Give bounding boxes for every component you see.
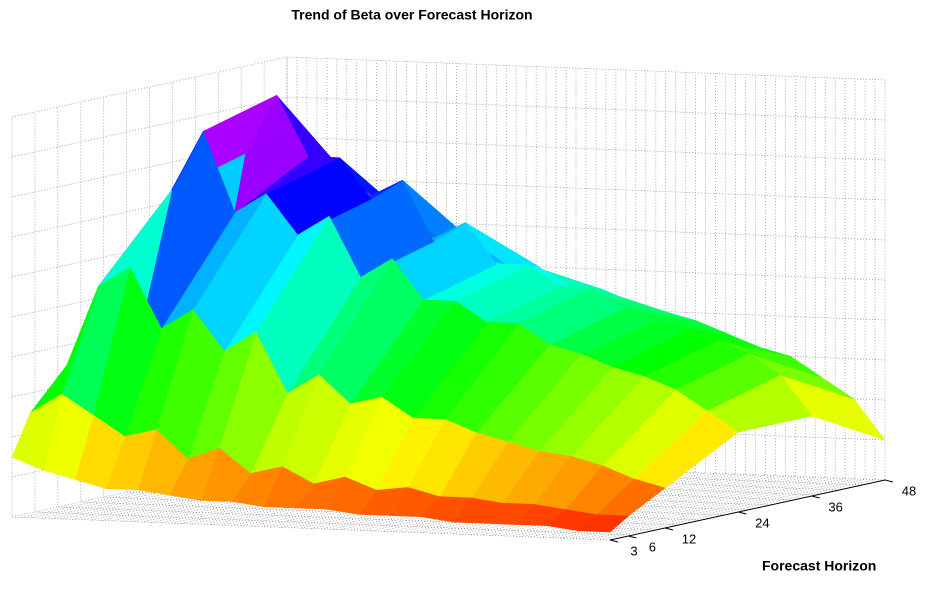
y-tick-label: 24 <box>755 515 769 530</box>
y-tick <box>884 479 894 483</box>
surface-patch <box>11 393 63 471</box>
y-axis-line <box>609 479 886 541</box>
y-tick-label: 12 <box>682 531 696 546</box>
y-axis-label: Forecast Horizon <box>762 558 876 574</box>
y-tick <box>738 511 747 515</box>
y-tick <box>628 535 637 539</box>
y-tick-label: 6 <box>649 539 656 554</box>
y-tick <box>811 495 820 499</box>
chart-title: Trend of Beta over Forecast Horizon <box>291 7 532 23</box>
y-tick <box>664 527 674 531</box>
y-tick-label: 36 <box>828 499 842 514</box>
y-tick-label: 48 <box>902 483 916 498</box>
y-tick <box>609 539 619 543</box>
y-tick-label: 3 <box>630 543 637 558</box>
